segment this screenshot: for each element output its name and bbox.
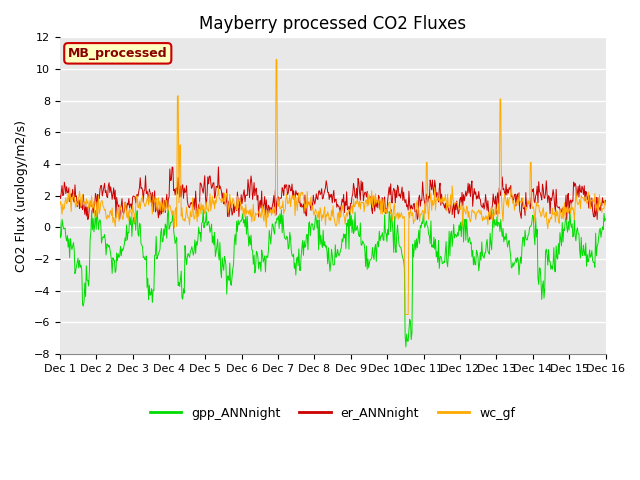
gpp_ANNnight bbox=[122, 238, 130, 244]
er_ANNnight bbox=[602, 198, 609, 204]
Line: wc_gf: wc_gf bbox=[60, 60, 605, 314]
gpp_ANNnight bbox=[602, 216, 609, 222]
er_ANNnight bbox=[66, 199, 74, 204]
gpp_ANNnight bbox=[66, 255, 74, 261]
wc_gf bbox=[177, 214, 185, 219]
er_ANNnight bbox=[84, 216, 92, 222]
gpp_ANNnight bbox=[416, 240, 424, 246]
er_ANNnight bbox=[123, 207, 131, 213]
wc_gf bbox=[206, 191, 214, 197]
Line: er_ANNnight: er_ANNnight bbox=[60, 167, 605, 219]
wc_gf bbox=[272, 57, 280, 62]
gpp_ANNnight bbox=[399, 255, 406, 261]
wc_gf bbox=[66, 185, 74, 191]
er_ANNnight bbox=[417, 204, 424, 209]
wc_gf bbox=[417, 211, 424, 217]
er_ANNnight bbox=[207, 180, 214, 186]
Line: gpp_ANNnight: gpp_ANNnight bbox=[60, 208, 605, 347]
er_ANNnight bbox=[401, 197, 408, 203]
Title: Mayberry processed CO2 Fluxes: Mayberry processed CO2 Fluxes bbox=[199, 15, 466, 33]
gpp_ANNnight bbox=[177, 268, 185, 274]
Y-axis label: CO2 Flux (urology/m2/s): CO2 Flux (urology/m2/s) bbox=[15, 120, 28, 272]
gpp_ANNnight bbox=[206, 229, 214, 235]
gpp_ANNnight bbox=[402, 344, 410, 350]
wc_gf bbox=[56, 202, 63, 207]
er_ANNnight bbox=[214, 164, 222, 170]
wc_gf bbox=[401, 312, 409, 317]
gpp_ANNnight bbox=[56, 219, 63, 225]
er_ANNnight bbox=[56, 193, 63, 199]
Legend: gpp_ANNnight, er_ANNnight, wc_gf: gpp_ANNnight, er_ANNnight, wc_gf bbox=[145, 402, 520, 424]
wc_gf bbox=[122, 201, 130, 207]
gpp_ANNnight bbox=[566, 205, 573, 211]
Text: MB_processed: MB_processed bbox=[68, 47, 168, 60]
wc_gf bbox=[602, 202, 609, 208]
wc_gf bbox=[400, 214, 408, 220]
er_ANNnight bbox=[178, 183, 186, 189]
